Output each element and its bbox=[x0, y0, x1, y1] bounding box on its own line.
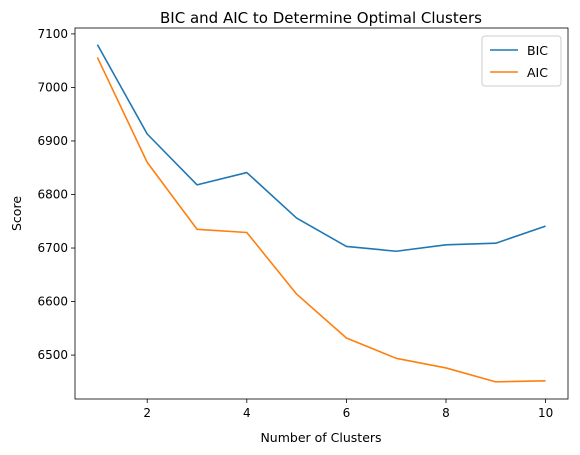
legend: BIC AIC bbox=[481, 35, 562, 87]
x-tick-label: 6 bbox=[343, 406, 351, 420]
plot-frame bbox=[74, 27, 569, 400]
x-tick-label: 2 bbox=[143, 406, 151, 420]
chart-title: BIC and AIC to Determine Optimal Cluster… bbox=[160, 9, 482, 27]
x-axis-ticks: 2 4 6 8 10 bbox=[143, 399, 553, 420]
legend-label-aic: AIC bbox=[527, 65, 548, 80]
series-line-aic bbox=[96, 57, 546, 383]
series-line-bic bbox=[96, 44, 546, 253]
y-tick-label: 7000 bbox=[37, 80, 68, 94]
y-tick-label: 6600 bbox=[37, 295, 68, 309]
y-tick-label: 6800 bbox=[37, 187, 68, 201]
y-tick-label: 6900 bbox=[37, 134, 68, 148]
y-axis-label: Score bbox=[9, 196, 24, 231]
y-tick-label: 6700 bbox=[37, 241, 68, 255]
legend-label-bic: BIC bbox=[527, 43, 548, 58]
x-axis-label: Number of Clusters bbox=[260, 430, 381, 445]
x-tick-label: 10 bbox=[538, 406, 553, 420]
y-tick-label: 6500 bbox=[37, 348, 68, 362]
x-tick-label: 8 bbox=[442, 406, 450, 420]
y-tick-label: 7100 bbox=[37, 27, 68, 41]
legend-box bbox=[481, 35, 562, 87]
x-tick-label: 4 bbox=[243, 406, 251, 420]
y-axis-ticks: 6500 6600 6700 6800 6900 7000 7100 bbox=[37, 27, 75, 362]
plot-area bbox=[96, 44, 546, 383]
